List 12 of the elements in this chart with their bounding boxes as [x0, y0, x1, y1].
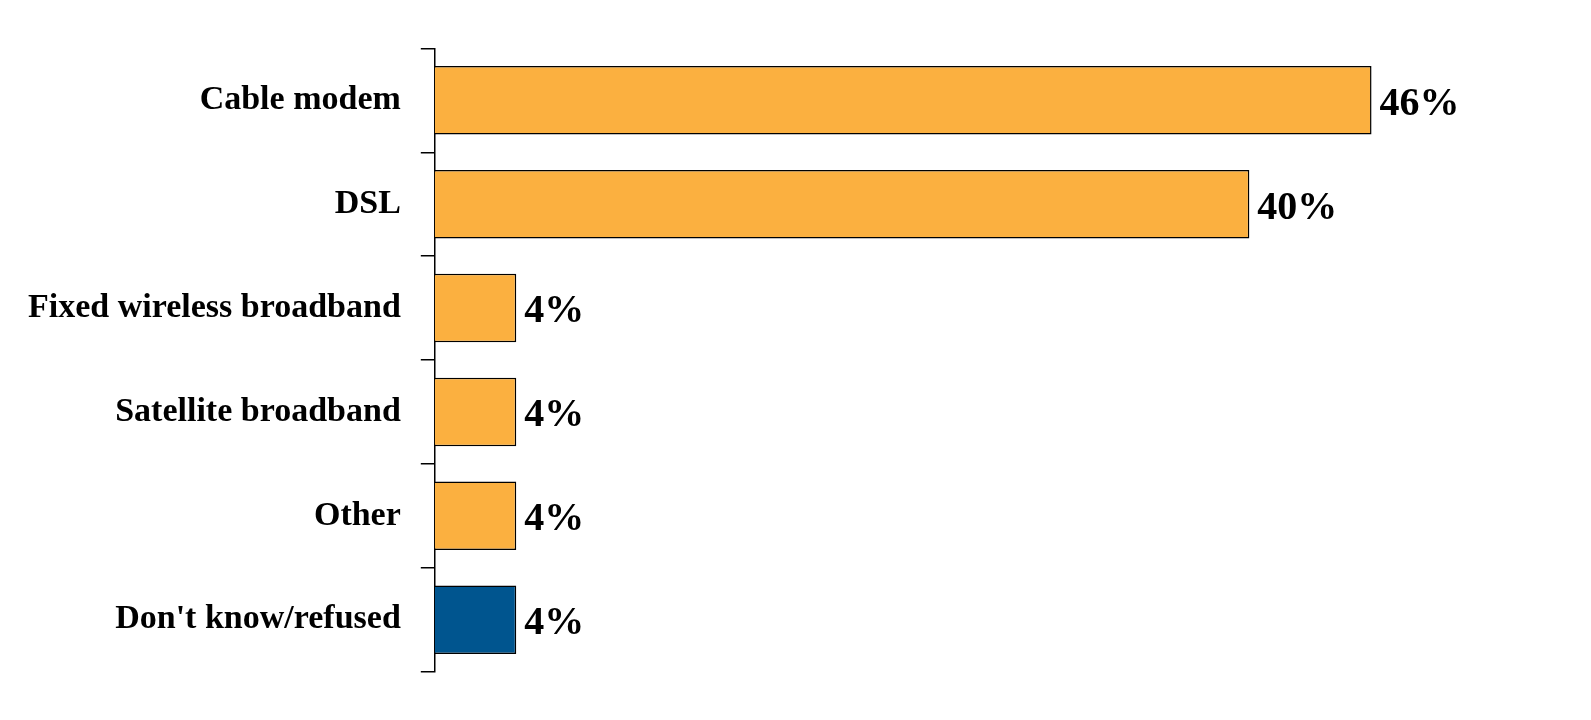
y-tick-label: Satellite broadband: [115, 390, 401, 428]
data-label: 4%: [524, 286, 585, 332]
data-label: 4%: [524, 494, 585, 540]
y-tick-label: Don't know/refused: [115, 598, 401, 636]
y-tick-label: DSL: [334, 182, 401, 220]
y-tick-label: Other: [313, 494, 401, 532]
data-label: 4%: [524, 390, 585, 436]
data-label: 46%: [1379, 78, 1460, 124]
data-label: 40%: [1257, 182, 1338, 228]
y-tick-label: Cable modem: [199, 79, 401, 117]
y-tick-label: Fixed wireless broadband: [27, 286, 401, 324]
data-label: 4%: [524, 597, 585, 643]
